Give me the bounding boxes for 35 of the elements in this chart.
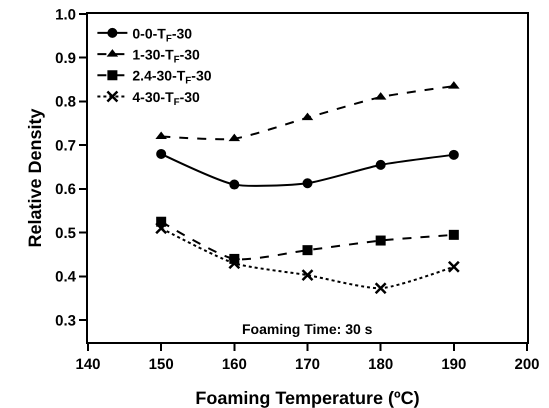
- y-tick-label: 1.0: [55, 6, 76, 24]
- point: [228, 257, 241, 270]
- point: [154, 222, 168, 235]
- legend-label: 1-30-T$_{F}$-30: [132, 46, 200, 66]
- y-axis-title: Relative Density: [25, 108, 45, 248]
- point: [448, 150, 459, 160]
- point: [156, 148, 166, 159]
- legend-label: 4-30-T$_{F}$-30: [132, 88, 200, 108]
- y-tick-label: 0.9: [55, 50, 76, 67]
- y-tick-label: 0.3: [55, 312, 76, 330]
- y-tick-label: 0.6: [55, 181, 76, 198]
- point: [374, 282, 387, 294]
- point: [448, 260, 460, 274]
- x-tick-label: 160: [222, 356, 247, 373]
- x-tick-label: 170: [294, 356, 320, 373]
- x-tick-label: 150: [148, 356, 174, 373]
- x-tick-label: 180: [368, 356, 394, 373]
- point: [301, 268, 314, 282]
- legend-label: 2.4-30-T$_{F}$-30: [132, 68, 212, 87]
- point: [376, 236, 386, 246]
- x-tick-label: 190: [441, 356, 466, 373]
- x-axis-title: Foaming Temperature (ºC): [195, 388, 420, 408]
- y-tick-label: 0.4: [55, 268, 77, 286]
- point: [302, 178, 312, 188]
- point: [302, 245, 312, 256]
- y-tick-label: 0.8: [55, 94, 76, 111]
- point: [448, 230, 459, 240]
- annotation: Foaming Time: 30 s: [242, 321, 373, 337]
- y-tick-label: 0.7: [55, 137, 76, 154]
- point: [376, 160, 386, 170]
- x-tick-label: 200: [514, 356, 540, 373]
- y-tick-label: 0.5: [55, 224, 76, 242]
- legend-label: 0-0-T$_{F}$-30: [132, 25, 192, 44]
- point: [229, 180, 240, 190]
- x-tick-label: 140: [75, 356, 101, 373]
